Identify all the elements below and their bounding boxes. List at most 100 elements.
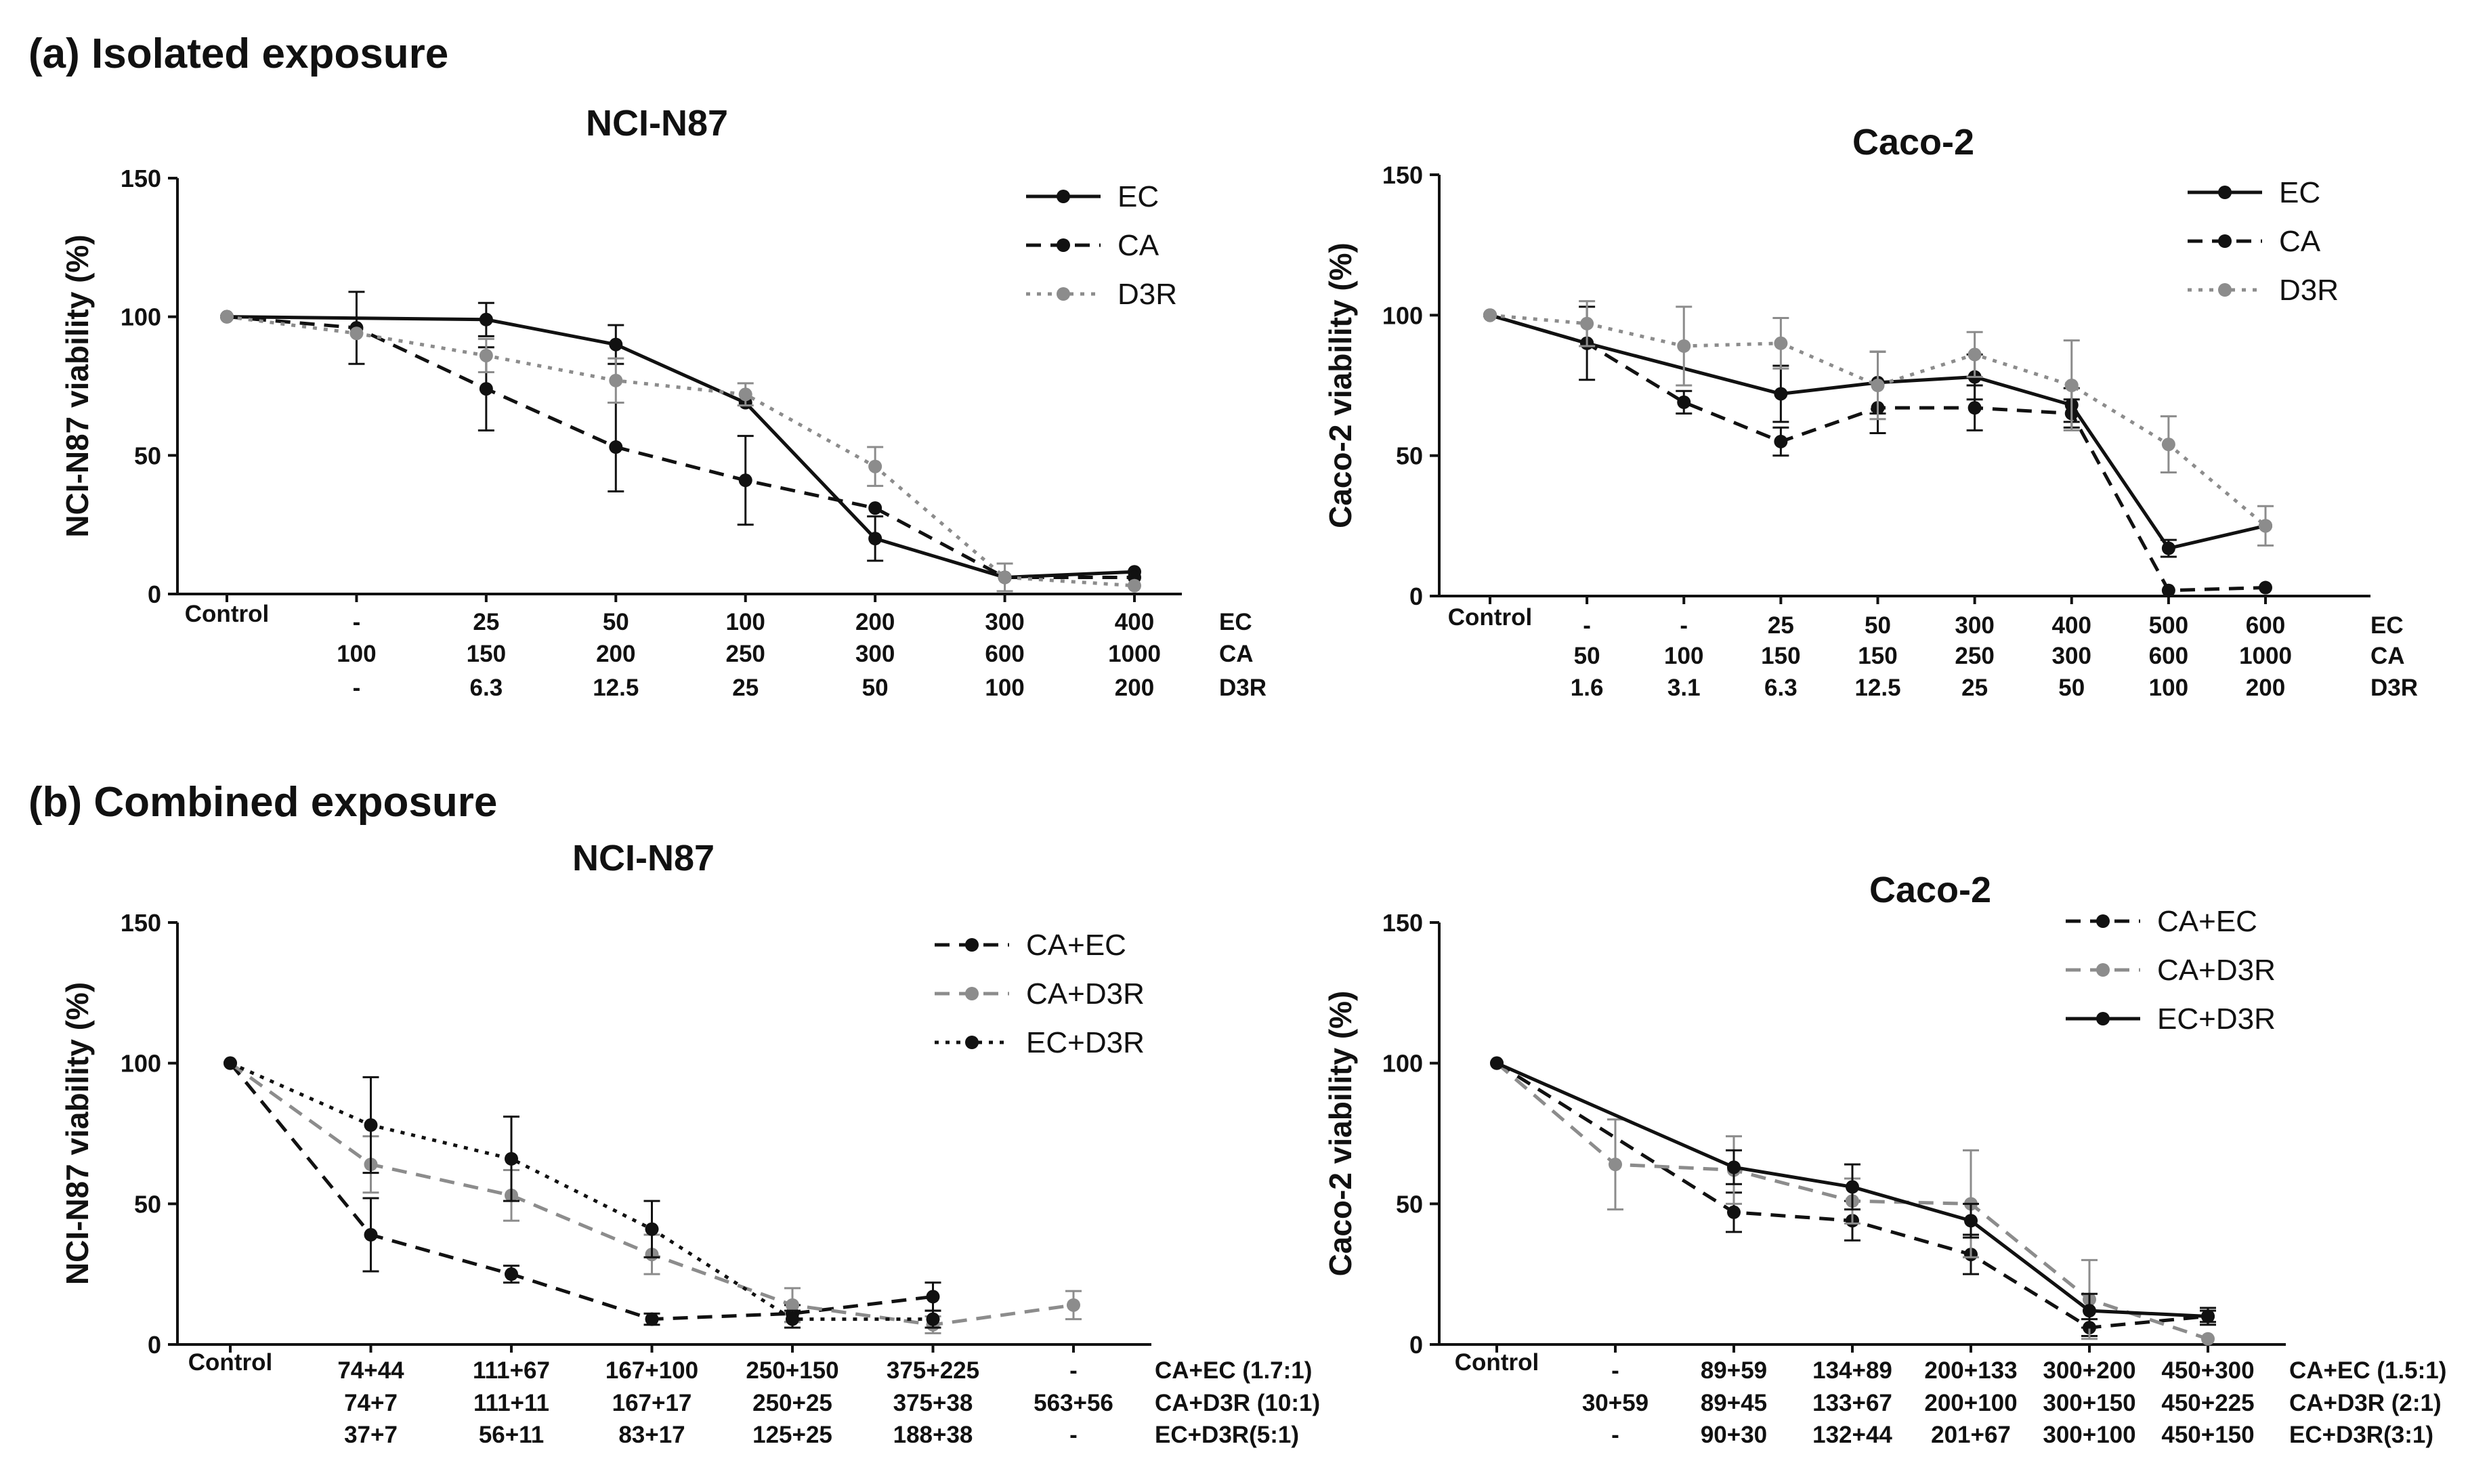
x-dose-cell: 30+59 bbox=[1582, 1390, 1648, 1416]
y-tick-label: 100 bbox=[1382, 1050, 1423, 1078]
x-dose-cell: 200 bbox=[1115, 675, 1154, 701]
y-tick-label: 150 bbox=[121, 909, 161, 937]
legend-swatch-marker bbox=[2218, 186, 2232, 199]
series-line bbox=[1489, 313, 2266, 551]
data-point bbox=[479, 348, 493, 362]
data-point bbox=[1609, 1158, 1622, 1172]
data-point bbox=[2083, 1304, 2096, 1318]
x-dose-cell: 1.6 bbox=[1571, 675, 1604, 701]
x-dose-cell: 56+11 bbox=[479, 1422, 544, 1448]
data-point bbox=[364, 1228, 378, 1242]
data-point bbox=[2259, 519, 2272, 533]
x-dose-cell: 111+67 bbox=[473, 1357, 550, 1384]
x-dose-cell: 400 bbox=[2052, 612, 2091, 639]
x-dose-cell: 375+38 bbox=[893, 1390, 973, 1416]
legend-label: CA+D3R bbox=[2157, 954, 2276, 987]
legend-swatch-marker bbox=[1057, 190, 1070, 203]
legend-swatch-marker bbox=[1057, 287, 1070, 301]
y-tick-label: 150 bbox=[1382, 161, 1423, 189]
x-dose-cell: 200 bbox=[855, 609, 895, 635]
y-tick-label: 0 bbox=[148, 580, 161, 608]
section-a-label: (a) Isolated exposure bbox=[28, 30, 448, 77]
x-dose-cell: 400 bbox=[1115, 609, 1154, 635]
data-point bbox=[868, 459, 882, 473]
x-dose-cell: 25 bbox=[1768, 612, 1794, 639]
y-axis-label: NCI-N87 viability (%) bbox=[60, 234, 95, 537]
x-row-label: CA+EC (1.7:1) bbox=[1155, 1357, 1312, 1384]
x-dose-cell: 100 bbox=[1664, 643, 1703, 669]
legend-label: EC bbox=[2279, 176, 2320, 209]
y-tick-label: 50 bbox=[1396, 442, 1423, 470]
x-dose-cell: 100 bbox=[726, 609, 765, 635]
series-ca-ec bbox=[224, 1056, 941, 1326]
x-dose-cell: 90+30 bbox=[1701, 1422, 1767, 1448]
data-point bbox=[1774, 387, 1788, 401]
chart-title: NCI-N87 bbox=[572, 838, 715, 878]
x-dose-cell: - bbox=[1069, 1422, 1078, 1448]
series-d3r bbox=[1483, 300, 2274, 547]
series-line bbox=[226, 315, 1134, 579]
x-dose-cell: 132+44 bbox=[1812, 1422, 1892, 1448]
y-tick-label: 50 bbox=[134, 1190, 161, 1218]
x-row-label: D3R bbox=[1219, 675, 1267, 701]
data-point bbox=[645, 1222, 659, 1236]
x-dose-cell: 250+150 bbox=[746, 1357, 838, 1384]
y-tick-label: 100 bbox=[121, 1050, 161, 1078]
x-dose-cell: 12.5 bbox=[593, 675, 639, 701]
x-dose-cell: 50 bbox=[862, 675, 889, 701]
data-point bbox=[2201, 1332, 2215, 1346]
x-dose-cell: 500 bbox=[2149, 612, 2188, 639]
x-row-label: CA bbox=[1219, 641, 1254, 667]
data-point bbox=[1128, 578, 1141, 593]
data-point bbox=[1964, 1214, 1978, 1228]
x-row-label: EC+D3R(5:1) bbox=[1155, 1422, 1299, 1448]
data-point bbox=[1727, 1205, 1741, 1219]
x-dose-cell: 200 bbox=[596, 641, 635, 667]
data-point bbox=[505, 1267, 518, 1281]
x-dose-cell: 167+100 bbox=[605, 1357, 698, 1384]
y-axis-label: Caco-2 viability (%) bbox=[1323, 991, 1358, 1277]
x-dose-cell: 6.3 bbox=[1764, 675, 1797, 701]
x-dose-cell: 250+25 bbox=[752, 1390, 832, 1416]
x-dose-cell: 6.3 bbox=[470, 675, 503, 701]
data-point bbox=[479, 312, 493, 326]
y-tick-label: 150 bbox=[1382, 909, 1423, 937]
x-dose-cell: 150 bbox=[1761, 643, 1800, 669]
y-axis-label: Caco-2 viability (%) bbox=[1323, 242, 1358, 528]
series-line bbox=[229, 1061, 1074, 1327]
x-dose-cell: 300 bbox=[2052, 643, 2091, 669]
y-axis-label: NCI-N87 viability (%) bbox=[60, 982, 95, 1285]
x-dose-cell: 1000 bbox=[1108, 641, 1161, 667]
x-dose-cell: 300 bbox=[1955, 612, 1994, 639]
x-dose-cell: 25 bbox=[732, 675, 759, 701]
panels-group: NCI-N87 NCI-N87 viability (%) 0 50 100 150 Con… bbox=[60, 103, 2446, 1448]
data-point bbox=[1846, 1180, 1859, 1194]
data-point bbox=[1677, 395, 1691, 409]
x-dose-cell: 250 bbox=[726, 641, 765, 667]
chart-title: Caco-2 bbox=[1852, 122, 1974, 163]
chart-title: NCI-N87 bbox=[586, 103, 728, 144]
x-row-label: CA+D3R (2:1) bbox=[2289, 1390, 2442, 1416]
x-dose-cell: 300+150 bbox=[2043, 1390, 2135, 1416]
x-dose-cell: 450+225 bbox=[2161, 1390, 2254, 1416]
x-dose-cell: 450+300 bbox=[2161, 1357, 2254, 1384]
x-dose-cell: - bbox=[1583, 612, 1591, 639]
series-line bbox=[226, 315, 1135, 588]
data-point bbox=[1774, 336, 1788, 350]
x-dose-cell: 200+100 bbox=[1924, 1390, 2017, 1416]
x-dose-cell: 201+67 bbox=[1931, 1422, 2011, 1448]
x-dose-cell: 600 bbox=[2246, 612, 2285, 639]
x-dose-cell: 100 bbox=[337, 641, 376, 667]
y-tick-label: 100 bbox=[121, 303, 161, 331]
section-b-label: (b) Combined exposure bbox=[28, 779, 497, 826]
series-line bbox=[1489, 313, 2267, 528]
legend-swatch-marker bbox=[2218, 283, 2232, 297]
x-dose-cell: 134+89 bbox=[1812, 1357, 1892, 1384]
data-point bbox=[1774, 434, 1788, 448]
data-point bbox=[1677, 339, 1691, 353]
y-tick-label: 0 bbox=[148, 1331, 161, 1359]
data-point bbox=[1727, 1160, 1741, 1174]
x-dose-cell: 89+59 bbox=[1701, 1357, 1767, 1384]
data-point bbox=[998, 570, 1012, 585]
data-point bbox=[2259, 580, 2272, 595]
